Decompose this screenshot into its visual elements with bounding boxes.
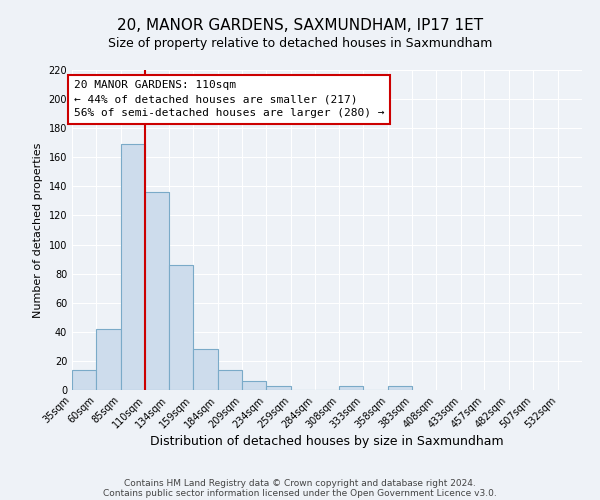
Y-axis label: Number of detached properties: Number of detached properties bbox=[33, 142, 43, 318]
Bar bbox=[145, 192, 169, 390]
Bar bbox=[218, 370, 242, 390]
Bar bbox=[388, 386, 412, 390]
Text: Contains HM Land Registry data © Crown copyright and database right 2024.: Contains HM Land Registry data © Crown c… bbox=[124, 478, 476, 488]
Bar bbox=[97, 329, 121, 390]
Bar bbox=[169, 265, 193, 390]
Text: 20 MANOR GARDENS: 110sqm
← 44% of detached houses are smaller (217)
56% of semi-: 20 MANOR GARDENS: 110sqm ← 44% of detach… bbox=[74, 80, 385, 118]
Bar bbox=[242, 382, 266, 390]
Bar bbox=[193, 350, 218, 390]
Text: Contains public sector information licensed under the Open Government Licence v3: Contains public sector information licen… bbox=[103, 488, 497, 498]
Bar bbox=[72, 370, 97, 390]
Bar bbox=[266, 386, 291, 390]
Bar bbox=[339, 386, 363, 390]
Bar bbox=[121, 144, 145, 390]
X-axis label: Distribution of detached houses by size in Saxmundham: Distribution of detached houses by size … bbox=[150, 436, 504, 448]
Text: 20, MANOR GARDENS, SAXMUNDHAM, IP17 1ET: 20, MANOR GARDENS, SAXMUNDHAM, IP17 1ET bbox=[117, 18, 483, 32]
Text: Size of property relative to detached houses in Saxmundham: Size of property relative to detached ho… bbox=[108, 38, 492, 51]
